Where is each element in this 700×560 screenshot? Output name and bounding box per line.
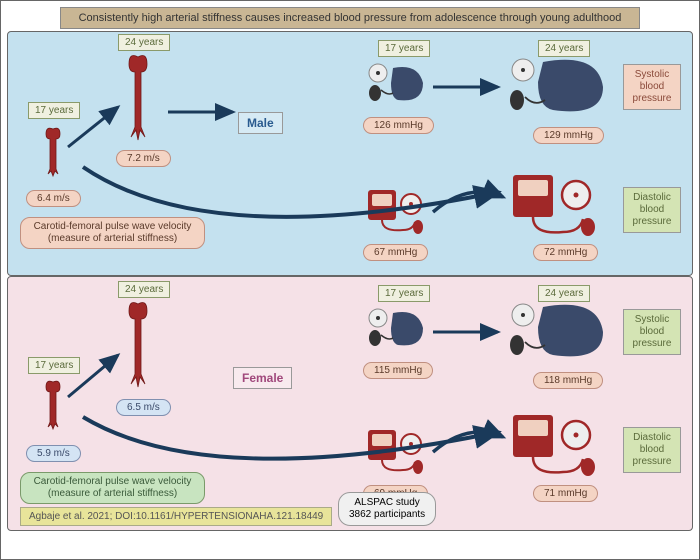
title-bar: Consistently high arterial stiffness cau… [60,7,640,29]
bp-device-icon [508,167,608,242]
systolic-label: Systolic blood pressure [623,64,681,110]
male-panel: Male 17 years 6.4 m/s 24 years 7.2 m/s C… [7,31,693,276]
artery-icon [123,52,153,142]
study-info: ALSPAC study 3862 participants [338,492,436,526]
bp-device-icon [363,182,433,237]
age-label: 17 years [28,102,80,119]
pwv-value: 5.9 m/s [26,445,81,462]
pwv-value: 6.4 m/s [26,190,81,207]
sys-value: 118 mmHg [533,372,603,389]
artery-icon [38,377,68,432]
age-label: 17 years [28,357,80,374]
sys-value: 115 mmHg [363,362,433,379]
bp-device-icon [503,297,613,367]
female-panel: Female 17 years 5.9 m/s 24 years 6.5 m/s… [7,276,693,531]
main-container: Consistently high arterial stiffness cau… [0,0,700,560]
age-label: 24 years [118,34,170,51]
age-label: 24 years [118,281,170,298]
citation: Agbaje et al. 2021; DOI:10.1161/HYPERTEN… [20,507,332,526]
sys-value: 129 mmHg [533,127,604,144]
diastolic-label: Diastolic blood pressure [623,187,681,233]
male-label: Male [238,112,283,134]
measure-label: Carotid-femoral pulse wave velocity (mea… [20,472,205,504]
sys-value: 126 mmHg [363,117,434,134]
bp-device-icon [363,422,433,477]
measure-label: Carotid-femoral pulse wave velocity (mea… [20,217,205,249]
dia-value: 72 mmHg [533,244,598,261]
dia-value: 67 mmHg [363,244,428,261]
female-label: Female [233,367,292,389]
artery-icon [123,299,153,389]
age-label: 17 years [378,40,430,57]
pwv-value: 7.2 m/s [116,150,171,167]
bp-device-icon [508,407,608,482]
systolic-label: Systolic blood pressure [623,309,681,355]
bp-device-icon [363,303,433,353]
dia-value: 71 mmHg [533,485,598,502]
diastolic-label: Diastolic blood pressure [623,427,681,473]
pwv-value: 6.5 m/s [116,399,171,416]
age-label: 17 years [378,285,430,302]
artery-icon [38,124,68,179]
bp-device-icon [363,58,433,108]
bp-device-icon [503,52,613,122]
